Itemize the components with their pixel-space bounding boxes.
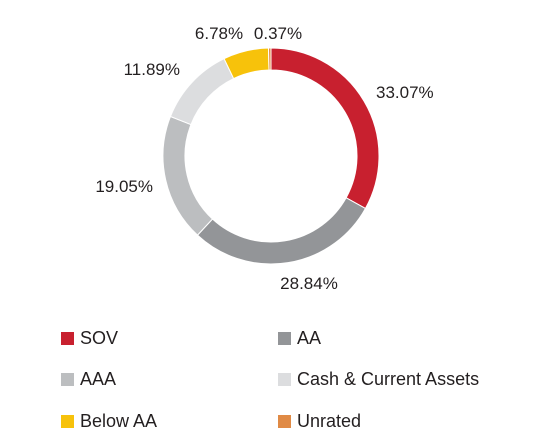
- legend-label-aaa: AAA: [80, 368, 117, 389]
- legend-label-cash: Cash & Current Assets: [297, 368, 480, 389]
- slice-label-below-aa: 6.78%: [195, 24, 243, 43]
- legend-swatch-cash: [278, 372, 291, 386]
- legend-label-unrated: Unrated: [297, 410, 362, 431]
- slice-aa: [196, 197, 367, 265]
- slice-label-unrated: 0.37%: [254, 24, 302, 43]
- legend-swatch-below-aa: [61, 414, 74, 428]
- slice-aaa: [162, 115, 214, 236]
- legend-swatch-sov: [61, 331, 74, 345]
- slice-label-aaa: 19.05%: [95, 177, 153, 196]
- legend-label-below-aa: Below AA: [80, 410, 158, 431]
- legend-item-sov: SOV: [61, 326, 118, 350]
- legend-item-unrated: Unrated: [278, 409, 361, 433]
- legend-label-sov: SOV: [80, 327, 119, 348]
- slice-sov: [270, 47, 380, 210]
- donut-slices: [162, 47, 380, 265]
- slice-label-sov: 33.07%: [376, 83, 434, 102]
- legend-item-aaa: AAA: [61, 367, 116, 391]
- slice-label-aa: 28.84%: [280, 274, 338, 293]
- legend-swatch-aaa: [61, 372, 74, 386]
- slice-label-cash: 11.89%: [124, 60, 180, 79]
- legend-swatch-unrated: [278, 414, 291, 428]
- slice-unrated: [267, 47, 272, 71]
- legend-swatch-aa: [278, 331, 291, 345]
- slice-labels: 33.07% 28.84% 19.05% 11.89% 6.78% 0.37%: [95, 24, 433, 293]
- legend-label-aa: AA: [297, 327, 322, 348]
- legend-item-aa: AA: [278, 326, 321, 350]
- donut-chart: 33.07% 28.84% 19.05% 11.89% 6.78% 0.37%: [95, 24, 433, 293]
- legend-item-below-aa: Below AA: [61, 409, 157, 433]
- legend-item-cash: Cash & Current Assets: [278, 367, 479, 391]
